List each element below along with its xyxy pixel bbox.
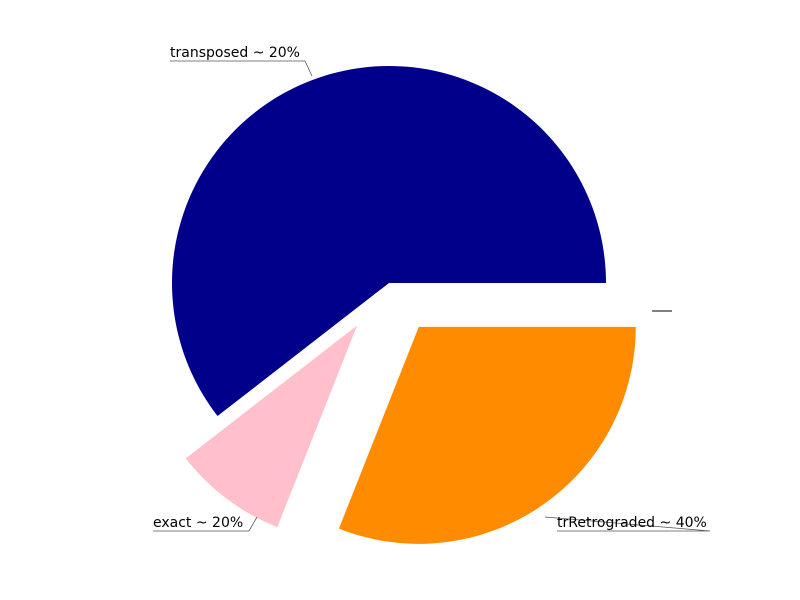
leader-line-trretrograded xyxy=(544,516,711,532)
label-leaders xyxy=(153,60,711,532)
pie-slices xyxy=(171,65,636,544)
pie-slice-transposed xyxy=(171,65,607,417)
slice-label-transposed: transposed ~ 20% xyxy=(170,45,300,61)
pie-slice-trretrograded xyxy=(338,326,636,544)
pie-slice-exact xyxy=(185,325,358,528)
slice-label-exact: exact ~ 20% xyxy=(153,515,243,531)
leader-line-transposed xyxy=(170,60,313,77)
leader-line-exact xyxy=(153,516,258,532)
slice-label-trretrograded: trRetrograded ~ 40% xyxy=(557,515,707,531)
